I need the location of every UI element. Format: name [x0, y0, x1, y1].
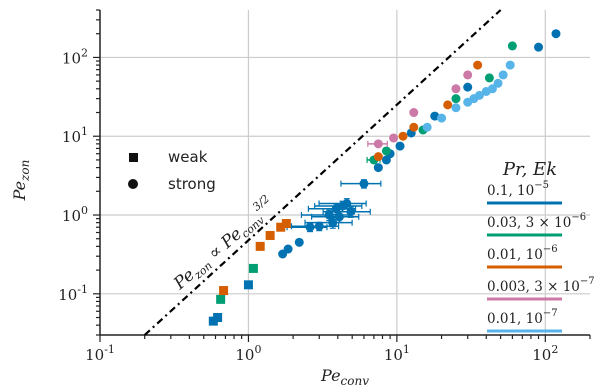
data-point-circle [389, 133, 399, 143]
data-point-square [255, 241, 265, 251]
data-point-circle [534, 42, 544, 52]
data-point-circle [451, 103, 461, 113]
grid-lines [100, 10, 590, 335]
legend-strong-label: strong [168, 175, 216, 193]
data-point-circle [359, 179, 369, 189]
data-point-square [281, 219, 291, 229]
data-point-circle [507, 41, 517, 51]
y-axis-label-main: Pe [10, 181, 29, 202]
series-legend-label: 0.003, 3 × 10−7 [487, 276, 595, 295]
data-point-circle [487, 84, 497, 94]
data-point-circle [409, 108, 419, 118]
x-tick-label: 101 [384, 343, 410, 364]
data-point-square [243, 280, 253, 290]
data-point-circle [381, 146, 391, 156]
data-point-circle [451, 94, 461, 104]
data-point-circle [283, 244, 293, 254]
data-point-circle [398, 131, 408, 141]
data-point-circle [473, 60, 483, 70]
x-tick-label: 100 [235, 343, 261, 364]
data-point-circle [328, 218, 338, 228]
series-legend-label: 0.1, 10−5 [487, 180, 549, 199]
data-point-circle [463, 82, 473, 92]
scaling-line-group [143, 9, 502, 336]
data-point-circle [474, 90, 484, 100]
series-legend-label: 0.01, 10−7 [487, 308, 558, 327]
data-point-circle [346, 207, 356, 217]
data-point-circle [294, 237, 304, 247]
legend-square-marker [129, 153, 138, 162]
data-point-circle [437, 113, 447, 123]
x-axis-label-main: Pe [320, 366, 341, 385]
scaling-line [143, 9, 502, 336]
data-point-circle [430, 111, 440, 121]
data-point-circle [395, 141, 405, 151]
y-tick-label: 100 [62, 204, 88, 225]
data-point-square [213, 313, 223, 323]
x-tick-label: 102 [532, 343, 558, 364]
data-point-square [276, 222, 286, 232]
data-point-square [219, 286, 229, 296]
series-legend: Pr, Ek 0.1, 10−5 0.03, 3 × 10−6 0.01, 10−6… [487, 159, 595, 333]
data-point-circle [498, 70, 508, 80]
y-tick-label: 102 [62, 46, 88, 67]
series-legend-title: Pr, Ek [502, 159, 557, 180]
data-point-circle [373, 163, 383, 173]
y-axis-label-sub: zon [18, 160, 32, 182]
y-tick-label: 101 [62, 125, 88, 146]
data-point-circle [505, 60, 515, 70]
data-point-circle [373, 139, 383, 149]
data-point-square [216, 294, 226, 304]
y-axis-label: Pezon [10, 160, 32, 202]
data-point-circle [551, 29, 561, 39]
marker-legend: weak strong [128, 148, 216, 193]
series-legend-label: 0.03, 3 × 10−6 [487, 212, 586, 231]
data-point-circle [314, 221, 324, 231]
y-tick-label: 10-1 [58, 283, 88, 304]
data-points [208, 29, 561, 326]
x-tick-label: 10-1 [85, 343, 115, 364]
legend-circle-marker [128, 179, 138, 189]
data-point-circle [463, 70, 473, 80]
data-point-square [248, 263, 258, 273]
data-point-circle [422, 122, 432, 132]
data-point-circle [493, 78, 503, 88]
data-point-square [265, 230, 275, 240]
x-axis-label-sub: conv [341, 374, 370, 385]
data-point-circle [342, 199, 352, 209]
data-point-circle [451, 84, 461, 94]
data-point-circle [334, 212, 344, 222]
data-point-circle [484, 73, 494, 83]
series-legend-label: 0.01, 10−6 [487, 244, 558, 263]
legend-weak-label: weak [168, 148, 208, 166]
data-point-circle [443, 100, 453, 110]
data-point-circle [409, 122, 419, 132]
data-point-circle [373, 152, 383, 162]
axes: 10-1 100 101 102 10-1 100 101 102 [58, 9, 591, 364]
data-point-circle [305, 222, 315, 232]
